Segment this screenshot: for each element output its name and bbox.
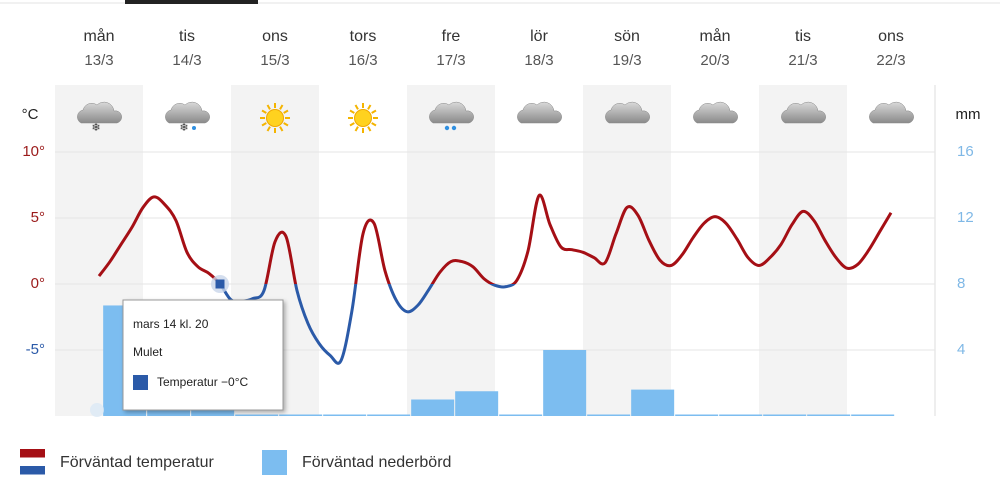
y2-tick-label: 4 <box>957 341 965 358</box>
y2-tick-label: 8 <box>957 275 965 292</box>
sun-ray <box>283 109 289 114</box>
date-label: 16/3 <box>348 52 377 69</box>
tooltip-entry: Temperatur −0°C <box>157 375 249 389</box>
sun-ray <box>367 104 372 110</box>
date-label: 17/3 <box>436 52 465 69</box>
y-tick-label: 0° <box>31 275 45 292</box>
precipitation-bar <box>499 414 543 416</box>
sun-ray <box>279 126 284 132</box>
precipitation-bar <box>587 414 631 416</box>
cloud-icon <box>517 101 562 124</box>
hover-halo <box>90 403 104 417</box>
sun-ray <box>354 126 359 132</box>
sun-ray <box>283 122 289 127</box>
cloud-icon <box>693 101 738 124</box>
cloud-icon <box>781 101 826 124</box>
sun-ray <box>354 104 359 110</box>
cloud-icon <box>869 101 914 124</box>
day-label: ons <box>878 28 904 45</box>
cloud-icon <box>429 101 474 124</box>
y2-tick-label: 12 <box>957 209 974 226</box>
date-label: 13/3 <box>84 52 113 69</box>
day-label: fre <box>442 28 461 45</box>
sun-ray <box>261 109 267 114</box>
precipitation-bar <box>279 414 323 416</box>
day-label: mån <box>699 27 730 45</box>
drop-icon <box>444 125 450 131</box>
y-tick-label: 5° <box>31 209 45 226</box>
date-label: 21/3 <box>788 52 817 69</box>
y-tick-label: 10° <box>22 143 45 160</box>
date-label: 15/3 <box>260 52 289 69</box>
active-tab[interactable] <box>125 0 258 4</box>
snow-icon: ❄ <box>179 122 188 134</box>
day-band <box>407 85 495 416</box>
sun-ray <box>261 122 267 127</box>
day-label: tors <box>350 28 377 45</box>
y-tick-label: -5° <box>26 341 45 358</box>
tooltip-box <box>122 299 284 411</box>
cloud-icon <box>605 101 650 124</box>
precipitation-bar <box>455 391 499 416</box>
y2-tick-label: 16 <box>957 143 974 160</box>
y-unit: °C <box>22 106 39 123</box>
day-label: tis <box>795 28 811 45</box>
precipitation-bar <box>631 389 675 416</box>
sun-ray <box>279 104 284 110</box>
sun-ray <box>266 126 271 132</box>
date-label: 18/3 <box>524 52 553 69</box>
sun-ray <box>349 109 355 114</box>
date-label: 14/3 <box>172 52 201 69</box>
precipitation-bar <box>323 414 367 416</box>
legend-swatch-stripe <box>20 457 45 466</box>
tooltip <box>122 299 284 411</box>
hover-point <box>215 279 225 289</box>
precipitation-bar <box>807 414 851 416</box>
day-label: tis <box>179 28 195 45</box>
drop-icon <box>451 125 457 131</box>
day-label: lör <box>530 28 548 45</box>
sun-ray <box>371 109 377 114</box>
y2-unit: mm <box>956 106 981 123</box>
tooltip-condition: Mulet <box>133 345 163 359</box>
legend-label: Förväntad temperatur <box>60 454 215 471</box>
precipitation-bar <box>763 414 807 416</box>
cloud-icon <box>77 101 122 124</box>
tooltip-title: mars 14 kl. 20 <box>133 317 209 331</box>
precipitation-bar <box>851 414 895 416</box>
precipitation-bar <box>411 399 455 416</box>
sun-ray <box>349 122 355 127</box>
sun-ray <box>266 104 271 110</box>
day-label: sön <box>614 28 640 45</box>
sun-icon <box>266 109 284 127</box>
day-label: ons <box>262 28 288 45</box>
sun-ray <box>371 122 377 127</box>
tooltip-swatch <box>133 375 148 390</box>
cloud-icon <box>165 101 210 124</box>
day-band <box>583 85 671 416</box>
precipitation-bar <box>191 407 235 416</box>
day-band <box>759 85 847 416</box>
precipitation-bar <box>367 414 411 416</box>
precipitation-bar <box>235 414 279 416</box>
precipitation-bar <box>543 350 587 416</box>
drop-icon <box>192 126 196 130</box>
precipitation-bar <box>719 414 763 416</box>
precipitation-bar <box>147 407 191 416</box>
date-label: 19/3 <box>612 52 641 69</box>
legend-swatch-stripe <box>20 466 45 475</box>
date-label: 20/3 <box>700 52 729 69</box>
legend-label: Förväntad nederbörd <box>302 454 451 471</box>
date-label: 22/3 <box>876 52 905 69</box>
snow-icon: ❄ <box>91 122 100 134</box>
precipitation-bar <box>675 414 719 416</box>
day-label: mån <box>83 27 114 45</box>
sun-ray <box>367 126 372 132</box>
legend-swatch <box>262 450 287 475</box>
legend-swatch-stripe <box>20 449 45 458</box>
sun-icon <box>354 109 372 127</box>
